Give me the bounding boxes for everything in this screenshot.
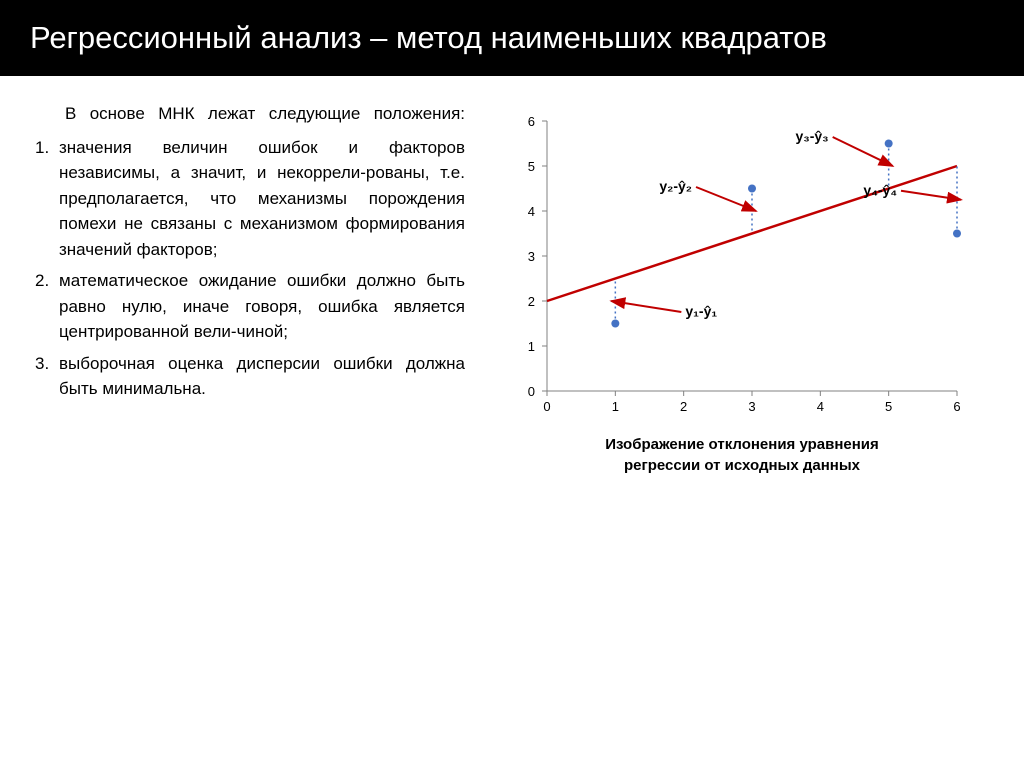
- list-number: 1.: [35, 135, 59, 263]
- svg-text:y₄-ŷ₄: y₄-ŷ₄: [863, 182, 897, 198]
- svg-text:5: 5: [528, 159, 535, 174]
- intro-paragraph: В основе МНК лежат следующие положения:: [35, 101, 465, 127]
- svg-text:2: 2: [528, 294, 535, 309]
- svg-text:4: 4: [817, 399, 824, 414]
- svg-text:6: 6: [953, 399, 960, 414]
- svg-text:3: 3: [748, 399, 755, 414]
- svg-text:1: 1: [612, 399, 619, 414]
- svg-text:5: 5: [885, 399, 892, 414]
- slide-header: Регрессионный анализ – метод наименьших …: [0, 0, 1024, 76]
- chart-column: 0 1 2 3 4 5 6 0 1 2 3 4 5 6 y₁-ŷ₁ y₂-ŷ₂ y₃-ŷ₃ y₄-ŷ₄ Изобр…: [495, 101, 989, 476]
- svg-text:6: 6: [528, 114, 535, 129]
- list-text: выборочная оценка дисперсии ошибки должн…: [59, 351, 465, 402]
- svg-text:y₁-ŷ₁: y₁-ŷ₁: [685, 303, 717, 319]
- assumptions-list: 1. значения величин ошибок и факторов не…: [35, 135, 465, 402]
- caption-line-1: Изображение отклонения уравнения: [605, 436, 879, 453]
- svg-text:y₃-ŷ₃: y₃-ŷ₃: [795, 128, 828, 144]
- slide-title: Регрессионный анализ – метод наименьших …: [30, 20, 827, 55]
- svg-text:2: 2: [680, 399, 687, 414]
- list-number: 2.: [35, 268, 59, 345]
- svg-text:0: 0: [543, 399, 550, 414]
- list-item: 1. значения величин ошибок и факторов не…: [35, 135, 465, 263]
- list-number: 3.: [35, 351, 59, 402]
- list-text: математическое ожидание ошибки должно бы…: [59, 268, 465, 345]
- list-text: значения величин ошибок и факторов незав…: [59, 135, 465, 263]
- svg-text:4: 4: [528, 204, 535, 219]
- caption-line-2: регрессии от исходных данных: [624, 457, 860, 474]
- chart-caption: Изображение отклонения уравнения регресс…: [495, 434, 989, 476]
- svg-text:y₂-ŷ₂: y₂-ŷ₂: [659, 178, 692, 194]
- svg-text:3: 3: [528, 249, 535, 264]
- list-item: 3. выборочная оценка дисперсии ошибки до…: [35, 351, 465, 402]
- svg-text:1: 1: [528, 339, 535, 354]
- content-row: В основе МНК лежат следующие положения: …: [0, 76, 1024, 501]
- text-column: В основе МНК лежат следующие положения: …: [35, 101, 465, 476]
- svg-text:0: 0: [528, 384, 535, 399]
- regression-chart: 0 1 2 3 4 5 6 0 1 2 3 4 5 6 y₁-ŷ₁ y₂-ŷ₂ y₃-ŷ₃ y₄-ŷ₄: [507, 106, 977, 426]
- list-item: 2. математическое ожидание ошибки должно…: [35, 268, 465, 345]
